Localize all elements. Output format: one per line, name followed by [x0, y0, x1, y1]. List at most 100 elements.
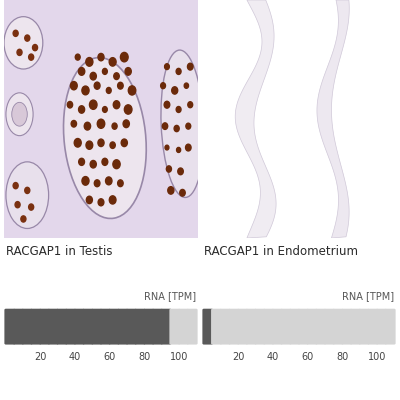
Text: RACGAP1 in Testis: RACGAP1 in Testis	[6, 244, 112, 258]
Circle shape	[109, 196, 116, 204]
Text: RNA [TPM]: RNA [TPM]	[144, 291, 196, 301]
FancyBboxPatch shape	[367, 309, 378, 344]
FancyBboxPatch shape	[341, 309, 352, 344]
Circle shape	[102, 106, 107, 112]
Circle shape	[180, 190, 185, 196]
Circle shape	[94, 180, 100, 187]
FancyBboxPatch shape	[91, 309, 102, 344]
Ellipse shape	[64, 58, 146, 218]
FancyBboxPatch shape	[135, 309, 146, 344]
Circle shape	[161, 83, 166, 89]
FancyBboxPatch shape	[211, 309, 222, 344]
FancyBboxPatch shape	[30, 309, 41, 344]
Circle shape	[186, 123, 191, 129]
Circle shape	[29, 204, 34, 210]
FancyBboxPatch shape	[117, 309, 128, 344]
Circle shape	[70, 82, 77, 90]
Circle shape	[15, 202, 20, 208]
Circle shape	[78, 106, 85, 113]
FancyBboxPatch shape	[280, 309, 292, 344]
Text: 60: 60	[302, 352, 314, 362]
Circle shape	[106, 177, 112, 185]
FancyBboxPatch shape	[187, 309, 198, 344]
Ellipse shape	[6, 93, 33, 136]
Circle shape	[97, 119, 105, 128]
FancyBboxPatch shape	[82, 309, 94, 344]
Circle shape	[90, 160, 96, 168]
Circle shape	[166, 166, 172, 172]
Circle shape	[174, 125, 179, 132]
Circle shape	[188, 63, 193, 70]
Circle shape	[90, 72, 96, 80]
Circle shape	[186, 144, 191, 151]
FancyBboxPatch shape	[237, 309, 248, 344]
Circle shape	[82, 86, 89, 95]
Circle shape	[110, 142, 115, 148]
PathPatch shape	[235, 0, 276, 238]
FancyBboxPatch shape	[178, 309, 189, 344]
Circle shape	[13, 182, 18, 189]
FancyBboxPatch shape	[143, 309, 154, 344]
Circle shape	[172, 87, 178, 94]
FancyBboxPatch shape	[74, 309, 85, 344]
Circle shape	[86, 196, 92, 204]
Text: RNA [TPM]: RNA [TPM]	[342, 291, 394, 301]
FancyBboxPatch shape	[100, 309, 111, 344]
Text: 40: 40	[69, 352, 81, 362]
Circle shape	[98, 199, 104, 206]
Circle shape	[118, 180, 123, 187]
FancyBboxPatch shape	[246, 309, 257, 344]
FancyBboxPatch shape	[13, 309, 24, 344]
Text: 60: 60	[104, 352, 116, 362]
Circle shape	[102, 68, 107, 74]
Circle shape	[114, 73, 119, 80]
FancyBboxPatch shape	[22, 309, 33, 344]
Circle shape	[79, 158, 84, 166]
Circle shape	[176, 148, 181, 152]
FancyBboxPatch shape	[48, 309, 59, 344]
FancyBboxPatch shape	[324, 309, 335, 344]
Circle shape	[71, 120, 76, 127]
Circle shape	[94, 82, 100, 89]
Circle shape	[29, 54, 34, 60]
Ellipse shape	[4, 17, 43, 69]
PathPatch shape	[317, 0, 349, 238]
FancyBboxPatch shape	[289, 309, 300, 344]
FancyBboxPatch shape	[376, 309, 387, 344]
FancyBboxPatch shape	[56, 309, 67, 344]
Circle shape	[82, 176, 89, 185]
Circle shape	[86, 141, 93, 149]
FancyBboxPatch shape	[385, 309, 396, 344]
Circle shape	[113, 160, 120, 169]
Circle shape	[32, 44, 38, 51]
Circle shape	[176, 106, 181, 112]
FancyBboxPatch shape	[228, 309, 239, 344]
Text: 100: 100	[170, 352, 188, 362]
Circle shape	[176, 68, 181, 74]
Circle shape	[164, 101, 170, 108]
FancyBboxPatch shape	[126, 309, 137, 344]
Circle shape	[165, 145, 169, 150]
Circle shape	[118, 82, 123, 89]
Circle shape	[102, 158, 108, 165]
Circle shape	[78, 68, 85, 75]
Circle shape	[90, 100, 97, 109]
FancyBboxPatch shape	[306, 309, 318, 344]
Circle shape	[21, 216, 26, 222]
Circle shape	[25, 187, 30, 194]
Circle shape	[112, 123, 117, 129]
FancyBboxPatch shape	[202, 309, 213, 344]
Circle shape	[109, 58, 116, 66]
Text: RACGAP1 in Endometrium: RACGAP1 in Endometrium	[204, 244, 358, 258]
Circle shape	[164, 64, 169, 70]
Text: 40: 40	[267, 352, 279, 362]
Circle shape	[67, 102, 73, 108]
FancyBboxPatch shape	[65, 309, 76, 344]
FancyBboxPatch shape	[254, 309, 265, 344]
Circle shape	[98, 54, 104, 61]
Circle shape	[75, 54, 80, 60]
FancyBboxPatch shape	[220, 309, 231, 344]
FancyBboxPatch shape	[272, 309, 283, 344]
Circle shape	[86, 58, 93, 66]
Circle shape	[74, 138, 81, 147]
